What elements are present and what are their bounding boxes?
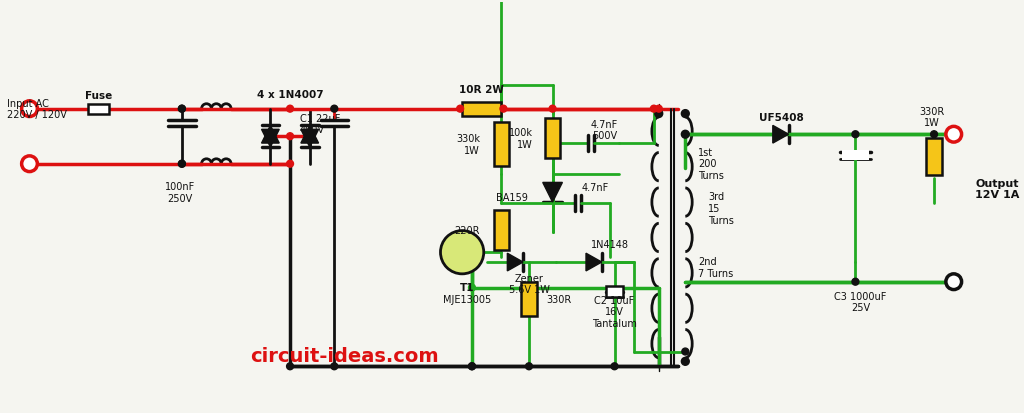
Bar xyxy=(605,286,624,298)
Circle shape xyxy=(469,363,475,370)
Circle shape xyxy=(500,106,507,113)
Text: 330k
1W: 330k 1W xyxy=(456,134,480,155)
Bar xyxy=(494,211,509,250)
Circle shape xyxy=(655,106,663,113)
Circle shape xyxy=(549,106,556,113)
Circle shape xyxy=(287,363,294,370)
Text: 100nF
250V: 100nF 250V xyxy=(165,182,195,204)
Polygon shape xyxy=(301,130,318,148)
Polygon shape xyxy=(261,126,280,144)
Text: 10R 2W: 10R 2W xyxy=(460,85,504,95)
Bar xyxy=(494,123,509,167)
Circle shape xyxy=(178,106,185,113)
Bar xyxy=(462,102,502,116)
Circle shape xyxy=(469,363,475,370)
Circle shape xyxy=(681,358,689,366)
Polygon shape xyxy=(586,254,602,271)
Circle shape xyxy=(852,279,859,285)
Circle shape xyxy=(469,285,475,291)
Polygon shape xyxy=(261,130,280,148)
Text: 220R: 220R xyxy=(455,225,480,235)
Bar xyxy=(521,282,537,316)
Circle shape xyxy=(178,161,185,168)
Text: 4 x 1N4007: 4 x 1N4007 xyxy=(257,90,324,100)
Circle shape xyxy=(681,110,689,118)
Circle shape xyxy=(682,348,689,355)
Bar xyxy=(842,151,869,160)
Circle shape xyxy=(287,161,294,168)
Circle shape xyxy=(525,363,532,370)
Circle shape xyxy=(331,363,338,370)
Circle shape xyxy=(22,102,37,117)
Text: 100k
1W: 100k 1W xyxy=(509,128,532,150)
Bar xyxy=(87,104,110,114)
Circle shape xyxy=(457,106,464,113)
Text: Output
12V 1A: Output 12V 1A xyxy=(976,178,1020,199)
Circle shape xyxy=(946,127,962,143)
Polygon shape xyxy=(301,126,318,144)
Polygon shape xyxy=(773,126,788,144)
Text: 330R: 330R xyxy=(547,294,572,304)
Circle shape xyxy=(178,161,185,168)
Text: T1: T1 xyxy=(460,282,474,292)
Text: C3 1000uF
25V: C3 1000uF 25V xyxy=(835,291,887,312)
Text: BA159: BA159 xyxy=(496,193,528,203)
Bar xyxy=(926,138,942,176)
Text: C2 10uF
16V
Tantalum: C2 10uF 16V Tantalum xyxy=(592,295,637,328)
Text: 4.7nF
500V: 4.7nF 500V xyxy=(591,119,618,141)
Text: 1N4148: 1N4148 xyxy=(591,240,629,250)
Circle shape xyxy=(287,133,294,140)
Circle shape xyxy=(440,231,483,274)
Polygon shape xyxy=(543,183,562,203)
Bar xyxy=(545,119,560,159)
Circle shape xyxy=(22,157,37,172)
Circle shape xyxy=(946,274,962,290)
Text: 1st
200
Turns: 1st 200 Turns xyxy=(698,147,724,180)
Text: Fuse: Fuse xyxy=(85,91,112,101)
Text: UF5408: UF5408 xyxy=(759,112,804,122)
Text: C1 22uF
400V: C1 22uF 400V xyxy=(300,113,340,135)
Text: 3rd
15
Turns: 3rd 15 Turns xyxy=(708,192,734,225)
Circle shape xyxy=(611,363,617,370)
Circle shape xyxy=(931,131,938,138)
Circle shape xyxy=(287,106,294,113)
Text: circuit-ideas.com: circuit-ideas.com xyxy=(250,346,438,365)
Circle shape xyxy=(331,106,338,113)
Text: Input AC
220V / 120V: Input AC 220V / 120V xyxy=(7,99,67,120)
Circle shape xyxy=(650,106,657,113)
Circle shape xyxy=(654,110,663,118)
Text: 2nd
7 Turns: 2nd 7 Turns xyxy=(698,256,733,278)
Text: Zener
5.6V 1W: Zener 5.6V 1W xyxy=(509,273,550,295)
Polygon shape xyxy=(507,254,523,271)
Circle shape xyxy=(852,131,859,138)
Text: MJE13005: MJE13005 xyxy=(443,295,492,305)
Text: 330R
1W: 330R 1W xyxy=(920,107,945,128)
Circle shape xyxy=(681,131,689,139)
Circle shape xyxy=(178,106,185,113)
Text: 4.7nF: 4.7nF xyxy=(582,183,608,193)
